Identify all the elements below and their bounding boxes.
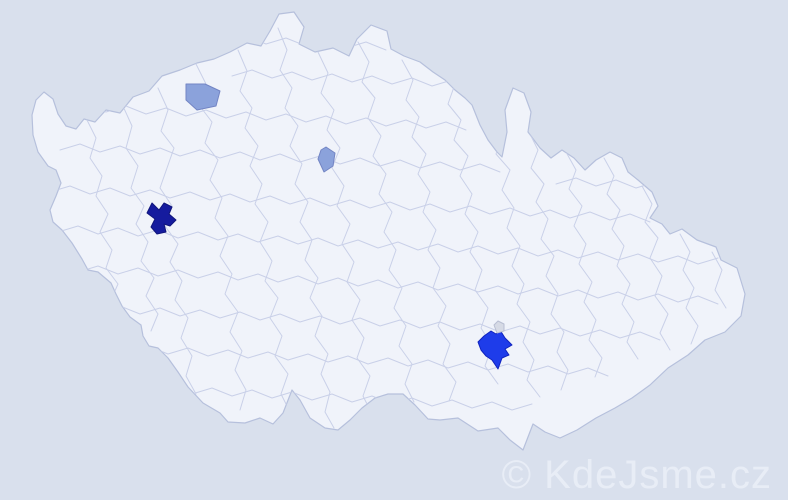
district-west-navy [146,202,177,235]
watermark: © KdeJsme.cz [501,453,772,497]
district-border-mesh [49,27,727,429]
district-southeast-bright-blue [477,329,513,370]
district-central-medium-blue [317,146,336,173]
highlighted-districts [146,83,513,370]
district-northwest-medium-blue [185,83,221,111]
district-southeast-gray-enclave [493,320,505,334]
